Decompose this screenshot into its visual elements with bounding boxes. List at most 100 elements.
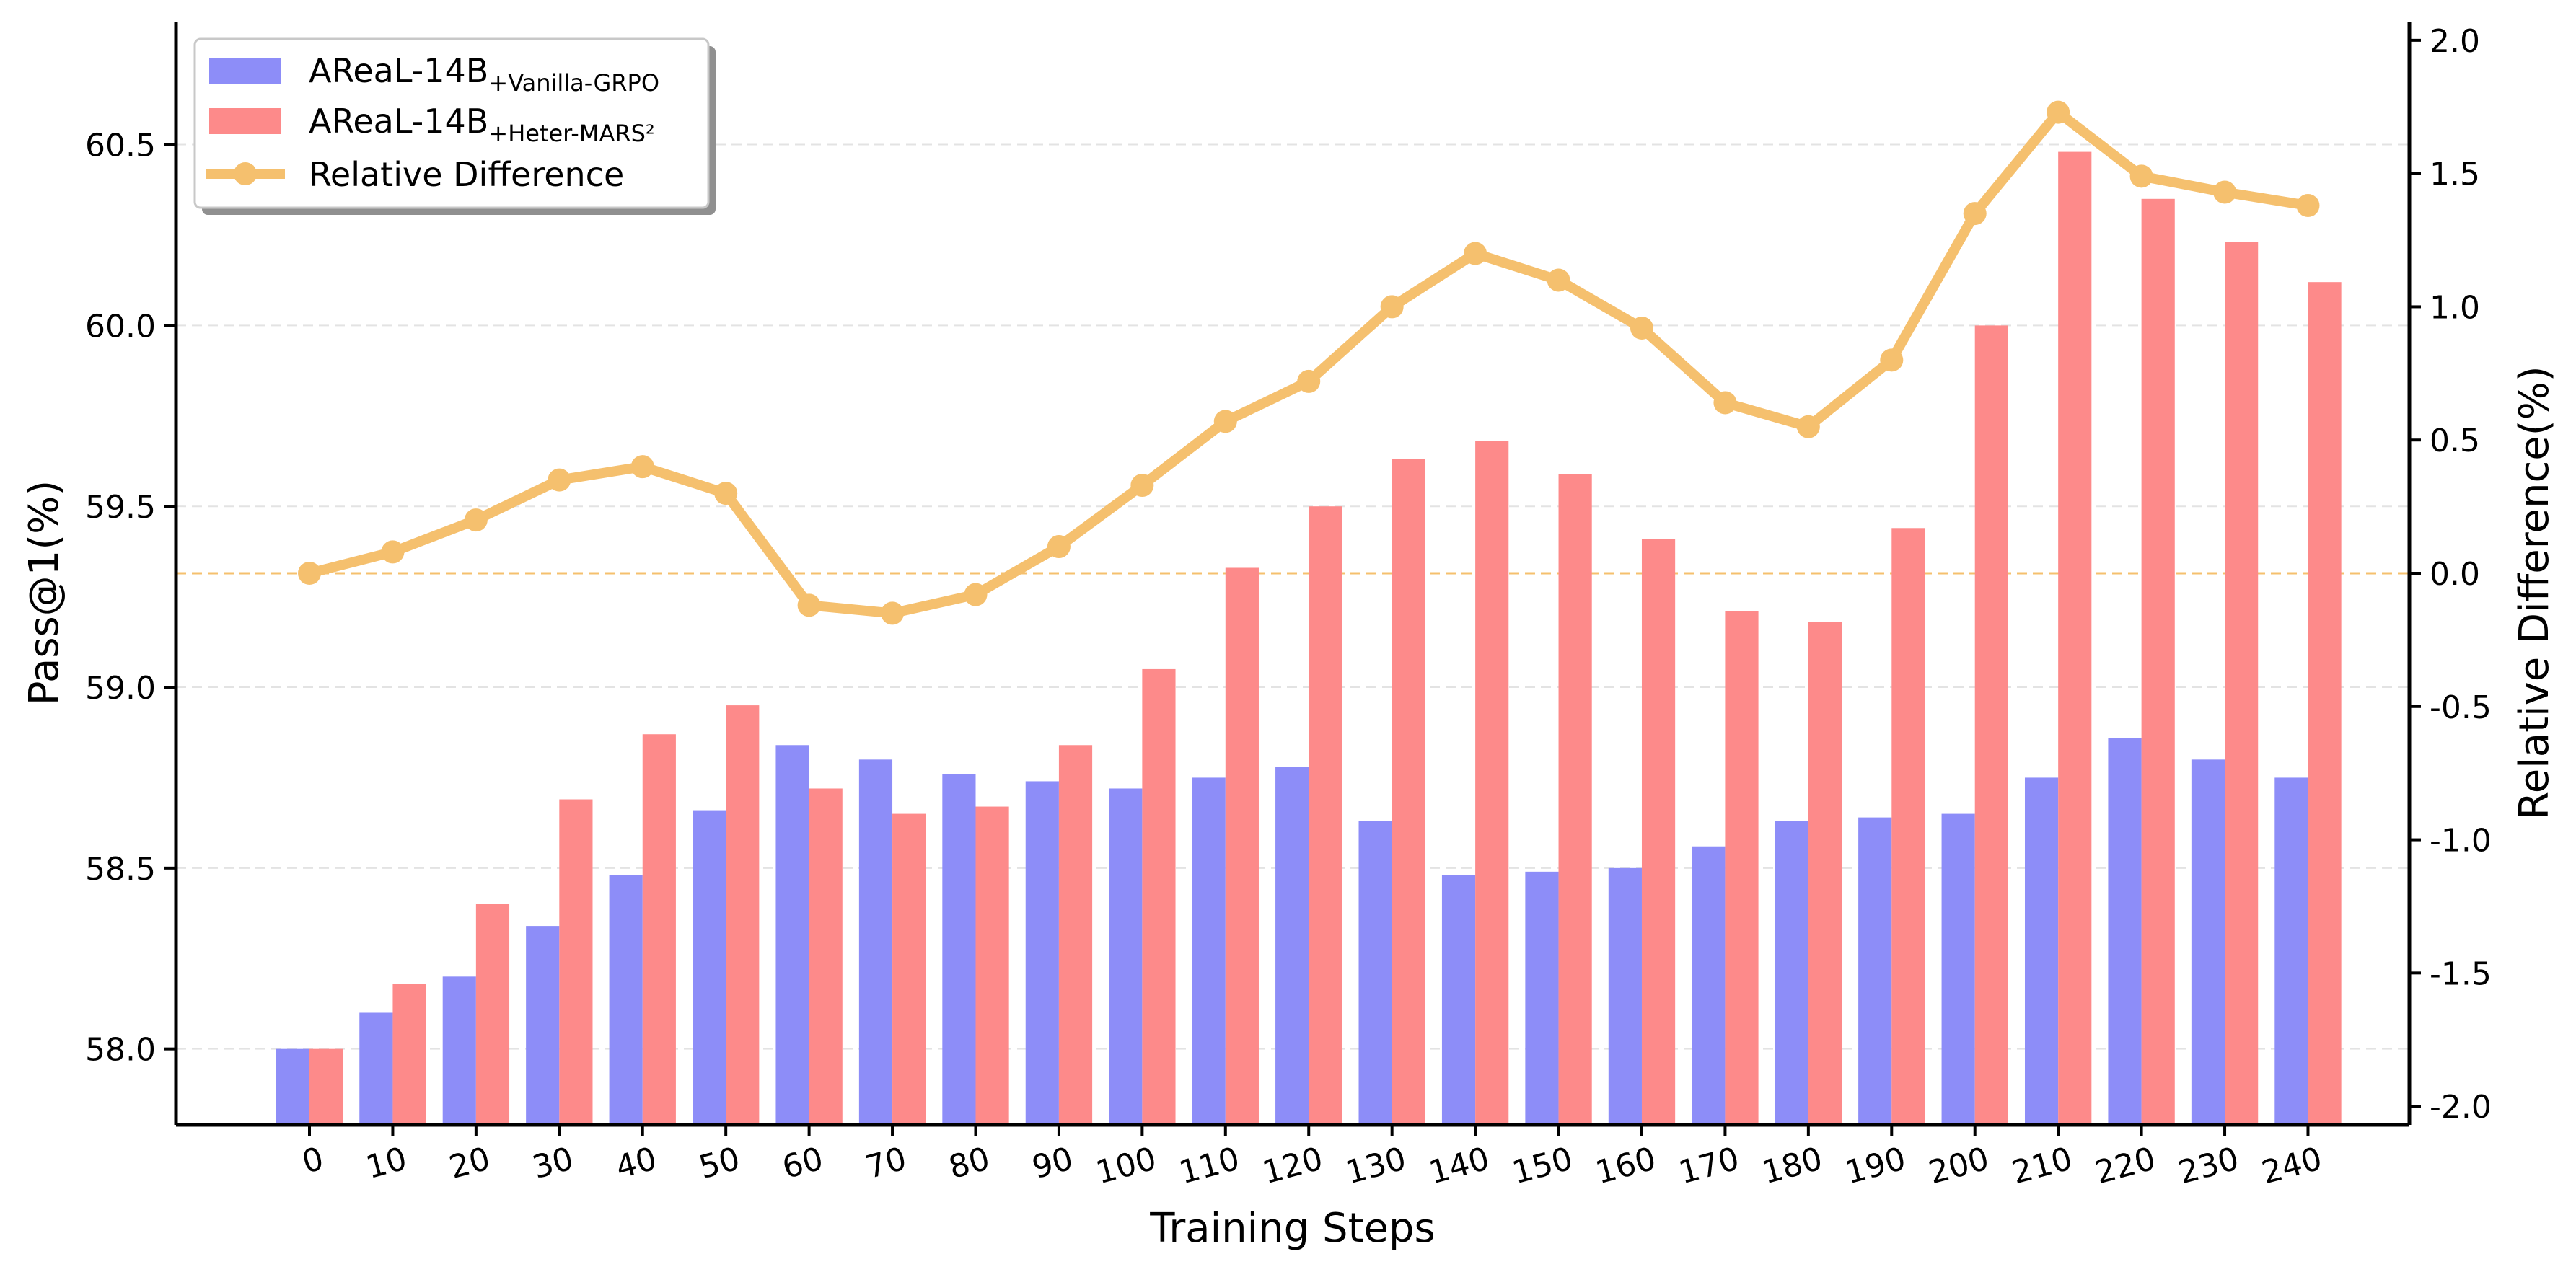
bar-vanilla-grpo xyxy=(276,1048,309,1125)
relative-difference-point xyxy=(1713,391,1737,415)
bar-vanilla-grpo xyxy=(693,810,726,1125)
y-tick-label-right: 0.0 xyxy=(2430,556,2480,593)
y-tick-label-right: 2.0 xyxy=(2430,23,2480,60)
legend-swatch-vanilla xyxy=(209,58,281,84)
bar-vanilla-grpo xyxy=(2108,738,2142,1125)
bar-heter-mars xyxy=(559,799,593,1125)
bar-vanilla-grpo xyxy=(858,759,893,1125)
x-tick-label: 0 xyxy=(299,1140,328,1181)
x-tick-label: 130 xyxy=(1342,1140,1410,1191)
relative-difference-point xyxy=(2296,194,2320,217)
bar-vanilla-grpo xyxy=(1775,821,1808,1125)
bar-heter-mars xyxy=(1641,539,1676,1125)
x-tick-label: 120 xyxy=(1259,1140,1327,1191)
bar-vanilla-grpo xyxy=(1192,777,1226,1125)
relative-difference-point xyxy=(881,601,905,625)
y-axis-title-left: Pass@1(%) xyxy=(21,480,68,705)
bar-vanilla-grpo xyxy=(1275,767,1309,1125)
relative-difference-point xyxy=(1547,268,1570,292)
legend-swatch-relative-marker xyxy=(234,162,257,185)
x-tick-label: 190 xyxy=(1842,1140,1909,1191)
bar-heter-mars xyxy=(975,806,1009,1125)
bar-vanilla-grpo xyxy=(1109,788,1143,1125)
bar-heter-mars xyxy=(642,734,676,1125)
x-tick-label: 20 xyxy=(445,1140,493,1186)
x-tick-label: 110 xyxy=(1175,1140,1243,1191)
y-tick-label-right: 0.5 xyxy=(2430,423,2480,459)
y-tick-label-left: 59.0 xyxy=(85,670,156,707)
bar-vanilla-grpo xyxy=(2191,759,2225,1125)
bar-vanilla-grpo xyxy=(526,926,560,1125)
relative-difference-point xyxy=(1630,317,1653,340)
x-tick-label: 50 xyxy=(695,1140,744,1186)
relative-difference-point xyxy=(548,468,571,492)
relative-difference-point xyxy=(381,540,405,564)
relative-difference-point xyxy=(2047,100,2070,124)
x-tick-label: 220 xyxy=(2091,1140,2159,1191)
bar-vanilla-grpo xyxy=(359,1012,393,1125)
legend-label-relative: Relative Difference xyxy=(309,155,624,194)
bar-vanilla-grpo xyxy=(2024,777,2059,1125)
x-tick-label: 70 xyxy=(862,1140,910,1186)
relative-difference-point xyxy=(1796,415,1820,438)
bar-vanilla-grpo xyxy=(942,774,976,1125)
relative-difference-point xyxy=(1130,474,1154,498)
relative-difference-point xyxy=(1963,202,1987,226)
legend-label-vanilla: AReaL-14B+Vanilla-GRPO xyxy=(309,51,659,97)
bar-layer xyxy=(276,151,2342,1126)
x-tick-label: 100 xyxy=(1092,1140,1160,1191)
x-tick-label: 40 xyxy=(612,1140,660,1186)
x-tick-label: 10 xyxy=(362,1140,410,1186)
x-tick-label: 230 xyxy=(2175,1140,2243,1191)
x-tick-label: 170 xyxy=(1675,1140,1743,1191)
bar-vanilla-grpo xyxy=(1692,846,1726,1125)
legend-label-heter: AReaL-14B+Heter-MARS² xyxy=(309,102,655,147)
y-tick-label-right: -0.5 xyxy=(2430,689,2492,726)
relative-difference-point xyxy=(298,562,321,585)
bar-heter-mars xyxy=(1891,528,1925,1125)
bar-heter-mars xyxy=(1725,611,1759,1125)
x-tick-label: 30 xyxy=(529,1140,577,1186)
y-tick-label-left: 60.0 xyxy=(85,308,156,345)
y-tick-label-left: 60.5 xyxy=(85,128,156,164)
bar-vanilla-grpo xyxy=(1025,781,1059,1125)
bar-vanilla-grpo xyxy=(2274,777,2308,1125)
bar-vanilla-grpo xyxy=(1441,875,1476,1125)
bar-heter-mars xyxy=(2308,282,2342,1126)
bar-heter-mars xyxy=(726,705,760,1125)
y-tick-label-right: -1.0 xyxy=(2430,823,2492,860)
bar-vanilla-grpo xyxy=(442,976,476,1125)
y-tick-label-right: -2.0 xyxy=(2430,1089,2492,1126)
y-tick-label-right: 1.5 xyxy=(2430,156,2480,193)
y-tick-label-left: 59.5 xyxy=(85,489,156,526)
relative-difference-point xyxy=(1380,295,1404,319)
bar-heter-mars xyxy=(2225,242,2259,1125)
legend-swatch-heter xyxy=(209,108,281,134)
y-tick-label-right: -1.5 xyxy=(2430,955,2492,992)
relative-difference-point xyxy=(1464,242,1487,265)
relative-difference-point xyxy=(2129,164,2153,188)
x-tick-label: 160 xyxy=(1592,1140,1660,1191)
bar-heter-mars xyxy=(1974,325,2008,1125)
relative-difference-point xyxy=(1297,369,1321,393)
bar-vanilla-grpo xyxy=(1858,817,1892,1125)
bar-vanilla-grpo xyxy=(1525,871,1559,1125)
x-tick-label: 200 xyxy=(1925,1140,1992,1191)
x-tick-label: 140 xyxy=(1425,1140,1493,1191)
x-tick-label: 210 xyxy=(2008,1140,2076,1191)
relative-difference-point xyxy=(1213,410,1237,433)
y-axis-title-right: Relative Difference(%) xyxy=(2511,366,2558,819)
bar-heter-mars xyxy=(309,1048,343,1125)
legend-box xyxy=(193,37,710,209)
bar-heter-mars xyxy=(809,788,843,1125)
bar-heter-mars xyxy=(2058,151,2092,1125)
x-axis-title: Training Steps xyxy=(1149,1205,1435,1252)
line-layer xyxy=(298,100,2320,625)
bar-heter-mars xyxy=(1058,745,1093,1125)
legend: AReaL-14B+Vanilla-GRPO AReaL-14B+Heter-M… xyxy=(193,37,716,215)
bar-heter-mars xyxy=(1142,668,1176,1125)
bar-heter-mars xyxy=(392,984,426,1125)
bar-heter-mars xyxy=(475,904,510,1125)
y-tick-label-right: 1.0 xyxy=(2430,289,2480,326)
